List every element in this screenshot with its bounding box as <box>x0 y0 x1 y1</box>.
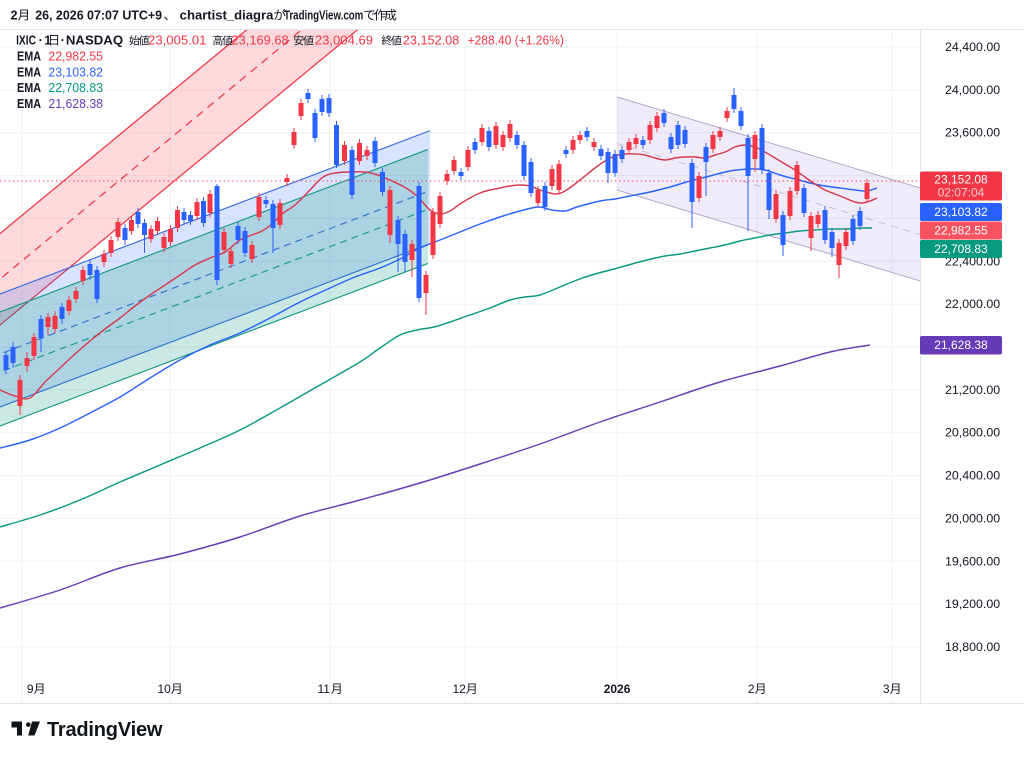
svg-text:23,103.82: 23,103.82 <box>48 65 103 79</box>
svg-text:EMA: EMA <box>17 97 41 111</box>
svg-text:2: 2 <box>748 682 755 696</box>
svg-text:EMA: EMA <box>17 65 41 79</box>
svg-text:21,628.38: 21,628.38 <box>934 338 988 352</box>
svg-text:24,000.00: 24,000.00 <box>945 83 1000 97</box>
svg-text:20,800.00: 20,800.00 <box>945 426 1000 440</box>
svg-text:20,400.00: 20,400.00 <box>945 469 1000 483</box>
svg-text:EMA: EMA <box>17 50 41 64</box>
svg-text:22,982.55: 22,982.55 <box>48 50 103 64</box>
svg-text:12: 12 <box>453 682 467 696</box>
svg-text:18,800.00: 18,800.00 <box>945 640 1000 654</box>
svg-text:22,982.55: 22,982.55 <box>934 224 988 238</box>
svg-text:23,600.00: 23,600.00 <box>945 126 1000 140</box>
svg-text:2026: 2026 <box>604 682 631 696</box>
svg-text:21,628.38: 21,628.38 <box>48 97 103 111</box>
svg-text:10: 10 <box>158 682 172 696</box>
svg-text:22,000.00: 22,000.00 <box>945 297 1000 311</box>
svg-text:2: 2 <box>11 9 18 23</box>
svg-text:EMA: EMA <box>17 81 41 95</box>
svg-text:22,708.83: 22,708.83 <box>934 242 988 256</box>
svg-text:19,200.00: 19,200.00 <box>945 597 1000 611</box>
svg-text:11: 11 <box>318 682 331 696</box>
svg-text:·: · <box>61 34 65 48</box>
svg-text:IXIC: IXIC <box>16 34 36 48</box>
svg-text:19,600.00: 19,600.00 <box>945 554 1000 568</box>
svg-text:1: 1 <box>44 34 51 48</box>
svg-text:23,005.01: 23,005.01 <box>148 34 207 48</box>
svg-text:3: 3 <box>883 682 890 696</box>
svg-text:9: 9 <box>27 682 34 696</box>
svg-text:TradingView: TradingView <box>47 719 163 741</box>
svg-text:·: · <box>39 34 43 48</box>
svg-text:21,200.00: 21,200.00 <box>945 383 1000 397</box>
svg-text:26, 2026 07:07 UTC+9: 26, 2026 07:07 UTC+9 <box>35 9 162 23</box>
svg-text:23,004.69: 23,004.69 <box>315 34 373 48</box>
svg-text:23,152.08: 23,152.08 <box>403 34 460 48</box>
svg-text:22,708.83: 22,708.83 <box>48 81 103 95</box>
svg-text:chartist_diagra: chartist_diagra <box>180 9 275 23</box>
svg-text:20,000.00: 20,000.00 <box>945 511 1000 525</box>
svg-text:23,103.82: 23,103.82 <box>934 205 988 219</box>
svg-text:23,169.68: 23,169.68 <box>232 34 289 48</box>
svg-text:TradingView.com: TradingView.com <box>284 9 363 23</box>
svg-text:23,152.08: 23,152.08 <box>934 173 988 187</box>
svg-text:NASDAQ: NASDAQ <box>66 34 123 48</box>
svg-text:02:07:04: 02:07:04 <box>938 186 985 200</box>
svg-text:24,400.00: 24,400.00 <box>945 40 1000 54</box>
svg-text:+288.40 (+1.26%): +288.40 (+1.26%) <box>468 34 564 48</box>
